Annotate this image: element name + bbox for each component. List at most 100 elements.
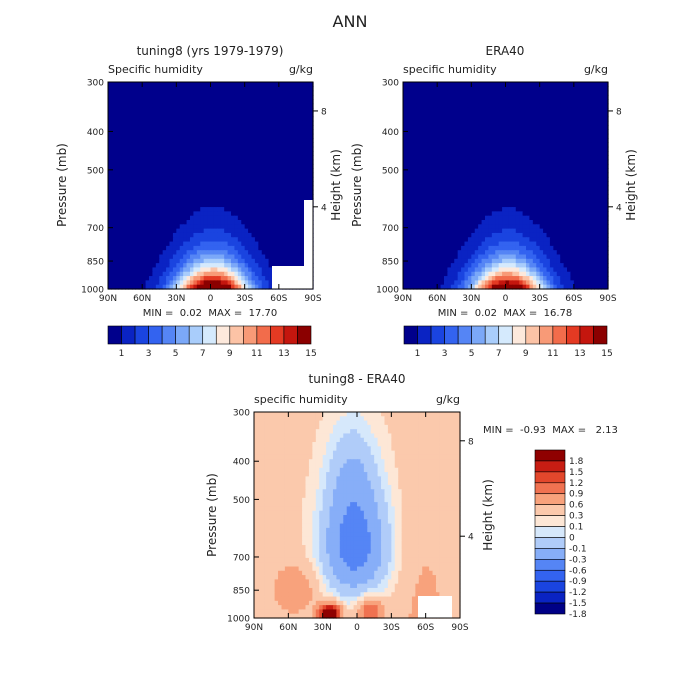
colorbar-label: 0.9 [569, 490, 584, 500]
colorbar-label: 1.2 [569, 479, 583, 489]
heatmap-plot-area [254, 412, 461, 619]
panel-subtitle: specific humidity [254, 393, 348, 406]
y-tick-label: 700 [87, 224, 104, 234]
y-tick-label: 700 [233, 553, 250, 563]
colorbar-swatch [498, 325, 513, 345]
colorbar-swatch [579, 325, 594, 345]
colorbar-swatch [534, 580, 566, 593]
y-tick-label: 700 [382, 224, 399, 234]
colorbar-label: -0.9 [569, 577, 587, 587]
panel-model: tuning8 (yrs 1979-1979) Specific humidit… [55, 44, 343, 359]
y-right-tick-label: 4 [616, 203, 622, 213]
colorbar-label: 1 [119, 349, 125, 359]
plot-axes: 300 400 500 700 850 1000 8 4 90N 60N 30N 0 30S 60S 90S [227, 409, 474, 634]
y-tick-label: 850 [233, 587, 250, 597]
x-tick-label: 0 [503, 294, 509, 304]
colorbar-swatch [417, 325, 432, 345]
y-tick-label: 850 [87, 258, 104, 268]
colorbar-label: 13 [574, 349, 585, 359]
colorbar-swatch [534, 537, 566, 549]
colorbar-swatch [403, 325, 418, 345]
colorbar-label: 1.5 [569, 468, 583, 478]
missing-data-patch [304, 200, 313, 289]
y-axis-right-label: Height (km) [329, 149, 343, 220]
panel-title: tuning8 - ERA40 [309, 372, 406, 386]
colorbar-label: 5 [469, 349, 475, 359]
x-tick-label: 0 [208, 294, 214, 304]
y-tick-label: 300 [87, 79, 104, 89]
colorbar-swatch [148, 325, 163, 345]
colorbar-swatch [534, 548, 566, 560]
x-tick-label: 90S [304, 294, 321, 304]
y-right-tick-label: 4 [468, 533, 474, 543]
colorbar-swatch [297, 325, 312, 345]
y-tick-label: 1000 [227, 615, 250, 625]
colorbar-swatch [283, 325, 298, 345]
y-axis-label: Pressure (mb) [350, 143, 364, 227]
colorbar-label: 5 [173, 349, 179, 359]
colorbar-swatch [534, 602, 566, 615]
y-right-tick-label: 4 [321, 203, 327, 213]
colorbar-swatch [471, 325, 486, 345]
colorbar-swatch [188, 325, 204, 345]
colorbar-label: -1.2 [569, 588, 587, 598]
x-tick-label: 90N [99, 294, 117, 304]
colorbar-swatch [121, 325, 136, 345]
x-tick-label: 90S [451, 623, 468, 633]
colorbar-swatch [534, 493, 566, 505]
colorbar-swatch [534, 569, 566, 582]
heatmap-plot-area [108, 82, 314, 290]
panel-units: g/kg [289, 63, 313, 76]
colorbar-swatch [566, 325, 581, 345]
colorbar-swatch [243, 325, 258, 345]
colorbar-label: 1.8 [569, 457, 584, 467]
y-right-tick-label: 8 [468, 437, 474, 447]
colorbar-label: 11 [251, 349, 262, 359]
colorbar: 1.81.51.20.90.60.30.10-0.1-0.3-0.6-0.9-1… [534, 449, 587, 620]
panel-title: tuning8 (yrs 1979-1979) [137, 44, 284, 58]
colorbar: 1 3 5 7 9 11 13 15 [403, 325, 613, 359]
colorbar-swatch [175, 325, 190, 345]
plot-axes: 300 400 500 700 850 1000 8 4 90N 60N 30N 0 30S 60S 90S [376, 79, 622, 305]
panel-title: ERA40 [486, 44, 525, 58]
min-max-stats: MIN = 0.02 MAX = 16.78 [438, 308, 572, 319]
colorbar-swatch [134, 325, 149, 345]
y-tick-label: 400 [233, 458, 250, 468]
missing-data-patch [272, 266, 309, 289]
colorbar-label: 9 [523, 349, 529, 359]
panel-subtitle: specific humidity [403, 63, 497, 76]
colorbar-swatch [444, 325, 459, 345]
panel-observation: ERA40 specific humidity g/kg 30040050070… [350, 44, 638, 359]
x-tick-label: 30N [462, 294, 480, 304]
colorbar-swatch [534, 526, 566, 538]
x-tick-label: 90N [245, 623, 263, 633]
x-tick-label: 30S [383, 623, 400, 633]
colorbar-swatch [256, 325, 271, 345]
colorbar-swatch [534, 449, 566, 462]
colorbar-swatch [430, 325, 445, 345]
colorbar-swatch [107, 325, 122, 345]
colorbar-swatch [270, 325, 285, 345]
y-axis-label: Pressure (mb) [55, 143, 69, 227]
colorbar-swatch [539, 325, 554, 345]
colorbar-label: 7 [200, 349, 206, 359]
x-tick-label: 60N [279, 623, 297, 633]
colorbar-label: -1.5 [569, 599, 587, 609]
panel-subtitle: Specific humidity [108, 63, 203, 76]
colorbar-swatch [534, 471, 566, 484]
y-tick-label: 1000 [376, 286, 399, 296]
y-tick-label: 300 [233, 409, 250, 419]
colorbar-swatch [534, 504, 566, 516]
colorbar-label: 15 [601, 349, 612, 359]
colorbar-swatch [202, 325, 217, 345]
colorbar-label: 1 [415, 349, 421, 359]
colorbar-label: -0.1 [569, 544, 587, 554]
figure-title: ANN [333, 12, 368, 31]
y-axis-right-label: Height (km) [624, 149, 638, 220]
x-tick-label: 60S [417, 623, 434, 633]
colorbar-swatch [534, 460, 566, 473]
colorbar-label: 13 [278, 349, 289, 359]
heatmap-plot-area [403, 82, 609, 290]
y-tick-label: 1000 [81, 286, 104, 296]
